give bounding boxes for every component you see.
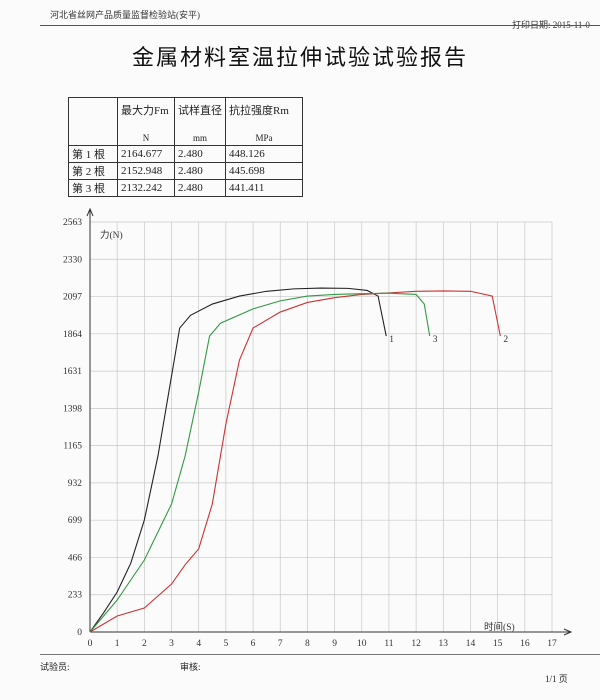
table-cell: 2.480: [174, 145, 226, 163]
x-axis-arrow: [563, 628, 573, 636]
chart: 0233466699932116513981631186420972330256…: [63, 207, 573, 649]
curve-label: 1: [389, 335, 394, 345]
x-tick-label: 3: [169, 639, 174, 649]
table-row: 第 3 根 2132.242 2.480 441.411: [68, 179, 303, 197]
table-header-row: 最大力Fm 试样直径 抗拉强度Rm: [68, 97, 303, 130]
unit-cell: mm: [174, 130, 226, 146]
x-tick-label: 2: [142, 639, 147, 649]
y-axis-arrow: [86, 207, 94, 217]
table-cell: 2164.677: [117, 145, 175, 163]
unit-cell: [68, 130, 118, 146]
curve-label: 3: [433, 335, 438, 345]
x-tick-label: 11: [384, 639, 393, 649]
header-cell: [68, 97, 118, 130]
x-tick-label: 13: [439, 639, 449, 649]
page-number: 1/1 页: [545, 674, 568, 684]
table-unit-row: N mm MPa: [68, 130, 303, 146]
x-tick-label: 4: [196, 639, 201, 649]
x-tick-label: 6: [251, 639, 256, 649]
table-cell: 第 3 根: [68, 179, 118, 197]
table-cell: 2.480: [174, 162, 226, 180]
y-axis-label: 力(N): [100, 229, 123, 241]
x-tick-label: 15: [493, 639, 503, 649]
y-tick-label: 2563: [63, 218, 82, 228]
y-tick-label: 233: [68, 591, 83, 601]
x-tick-label: 1: [115, 639, 120, 649]
header-cell: 抗拉强度Rm: [225, 97, 303, 130]
header-cell: 最大力Fm: [117, 97, 175, 130]
y-tick-label: 932: [68, 479, 83, 489]
y-tick-label: 1864: [63, 330, 82, 340]
table-cell: 441.411: [225, 179, 303, 197]
x-tick-label: 8: [305, 639, 310, 649]
table-cell: 2.480: [174, 179, 226, 197]
table-cell: 第 2 根: [68, 162, 118, 180]
table-row: 第 2 根 2152.948 2.480 445.698: [68, 162, 303, 180]
x-axis-label: 时间(S): [484, 621, 515, 633]
table-cell: 2132.242: [117, 179, 175, 197]
x-tick-label: 5: [224, 639, 229, 649]
y-tick-label: 1631: [63, 367, 82, 377]
y-tick-label: 1398: [63, 404, 82, 414]
report-title: 金属材料室温拉伸试验试验报告: [131, 45, 468, 70]
x-tick-label: 14: [466, 639, 476, 649]
table-body: 第 1 根 2164.677 2.480 448.126 第 2 根 2152.948 2.…: [68, 145, 303, 197]
table-cell: 445.698: [225, 162, 303, 180]
table-cell: 448.126: [225, 145, 303, 163]
table-row: 第 1 根 2164.677 2.480 448.126: [68, 145, 303, 163]
x-tick-label: 0: [88, 639, 93, 649]
reviewer-label: 审核:: [180, 662, 201, 672]
y-tick-label: 2097: [63, 293, 82, 303]
y-tick-label: 0: [77, 628, 82, 638]
x-tick-label: 16: [520, 639, 530, 649]
y-tick-label: 2330: [63, 255, 82, 265]
x-tick-label: 9: [332, 639, 337, 649]
force-curve: [89, 287, 387, 633]
y-tick-label: 699: [68, 516, 83, 526]
organization: 河北省丝网产品质量监督检验站(安平): [50, 10, 200, 20]
curve-label: 2: [503, 335, 508, 345]
x-tick-label: 10: [357, 639, 367, 649]
header-rule: [40, 25, 600, 26]
unit-cell: MPa: [225, 130, 303, 146]
force-curve: [89, 290, 501, 633]
y-tick-label: 466: [68, 553, 83, 563]
table-cell: 第 1 根: [68, 145, 118, 163]
unit-cell: N: [117, 130, 175, 146]
result-table: 最大力Fm 试样直径 抗拉强度Rm N mm MPa 第 1 根 2164.677…: [68, 97, 303, 197]
x-tick-label: 17: [547, 639, 557, 649]
x-tick-label: 12: [411, 639, 421, 649]
tester-label: 试验员:: [40, 662, 70, 672]
y-tick-label: 1165: [63, 442, 82, 452]
header-cell: 试样直径: [174, 97, 226, 130]
force-curve: [89, 292, 431, 633]
footer-rule: [40, 654, 600, 655]
x-tick-label: 7: [278, 639, 283, 649]
table-cell: 2152.948: [117, 162, 175, 180]
